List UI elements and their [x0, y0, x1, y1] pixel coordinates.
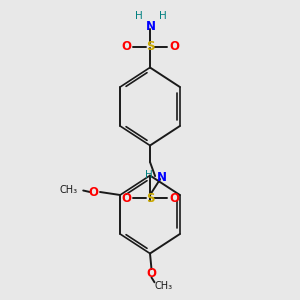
- Text: H: H: [145, 169, 153, 180]
- Text: N: N: [157, 171, 167, 184]
- Text: O: O: [121, 40, 131, 53]
- Text: H: H: [135, 11, 142, 21]
- Text: CH₃: CH₃: [59, 184, 77, 195]
- Text: O: O: [169, 191, 179, 205]
- Text: N: N: [146, 20, 156, 34]
- Text: O: O: [146, 267, 157, 280]
- Text: O: O: [169, 40, 179, 53]
- Text: S: S: [146, 191, 154, 205]
- Text: O: O: [88, 185, 98, 199]
- Text: O: O: [121, 191, 131, 205]
- Text: H: H: [159, 11, 167, 21]
- Text: S: S: [146, 40, 154, 53]
- Text: CH₃: CH₃: [154, 281, 172, 291]
